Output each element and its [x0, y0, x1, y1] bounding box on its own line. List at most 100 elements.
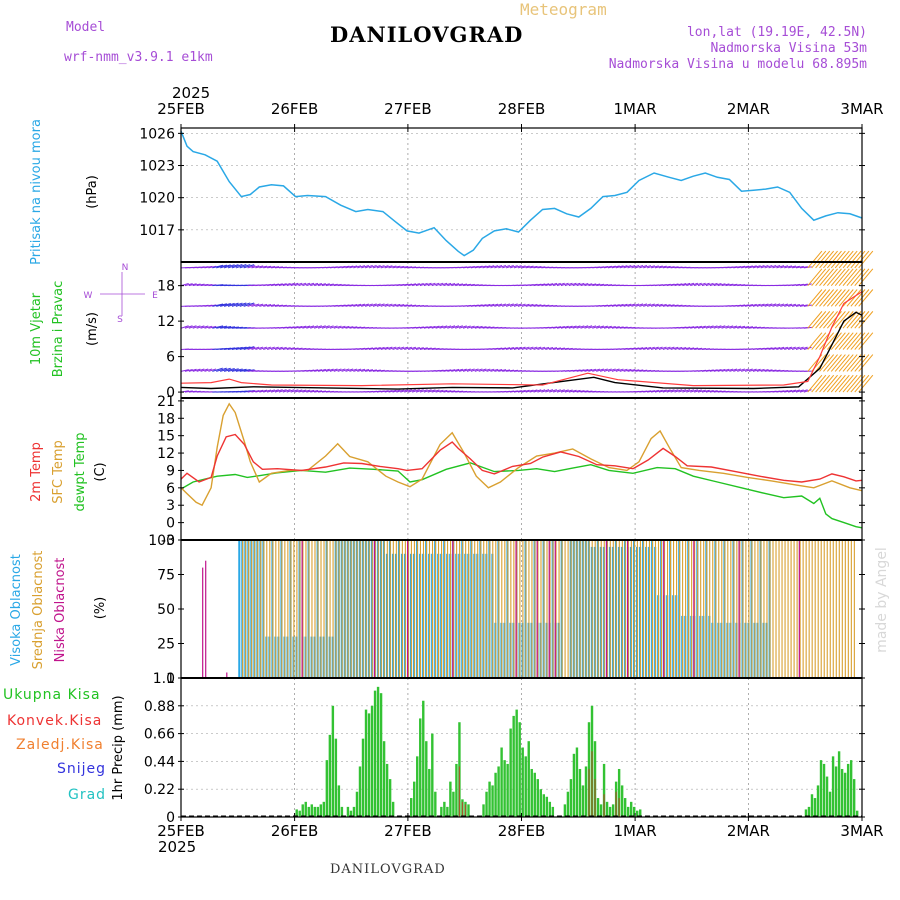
wind-barb	[643, 369, 652, 372]
wind-barb	[552, 389, 561, 393]
wind-barb	[274, 283, 283, 287]
wind-barb	[361, 303, 369, 307]
wind-barb	[400, 346, 409, 350]
precip-convective-bar	[594, 779, 596, 817]
wind-barb	[286, 282, 295, 287]
model-name: wrf-nmm_v3.9.1 e1km	[64, 50, 213, 65]
wind-barb	[627, 303, 636, 307]
wind-barb	[846, 289, 862, 307]
wind-barb	[784, 346, 793, 350]
wind-barb	[623, 303, 632, 307]
wind-barb	[314, 390, 323, 393]
precip-total-bar	[376, 686, 380, 817]
wind-barb	[458, 325, 467, 329]
precip-total-bar	[364, 709, 368, 817]
precip-total-bar	[810, 794, 814, 817]
wind-barb	[306, 389, 315, 393]
wind-barb	[823, 311, 838, 329]
wind-barb	[717, 325, 726, 329]
wind-barb	[294, 282, 303, 287]
wind-barb	[396, 265, 405, 269]
wind-barb	[321, 325, 330, 329]
wind-barb	[474, 265, 483, 269]
wind-barb	[830, 354, 846, 372]
wind-barb	[588, 368, 597, 372]
precip-total-bar	[434, 791, 437, 817]
y-tick-label: 3	[166, 498, 175, 514]
precip-total-bar	[599, 804, 603, 817]
wind-barb	[572, 282, 581, 287]
wind-barb	[768, 264, 777, 269]
precip-total-bar	[340, 806, 344, 817]
precip-convective-bar	[603, 794, 605, 817]
wind-barb	[423, 389, 432, 393]
wind-gust-series	[180, 291, 863, 387]
wind-barb	[251, 346, 260, 350]
wind-barb	[795, 265, 804, 269]
wind-barb	[858, 268, 874, 286]
precip-total-bar	[298, 810, 301, 817]
wind-barb	[310, 325, 319, 329]
wind-barb	[223, 367, 235, 372]
wind-barb	[180, 325, 189, 329]
wind-barb	[615, 368, 624, 372]
precip-total-bar	[584, 766, 588, 817]
precip-total-bar	[611, 804, 615, 817]
wind-barb	[259, 303, 268, 307]
wind-barb	[314, 282, 323, 287]
wind-barb	[204, 325, 213, 329]
wind-barb	[545, 389, 554, 393]
wind-barb	[795, 304, 804, 307]
wind-barb	[329, 325, 338, 329]
wind-barb	[654, 389, 663, 393]
wind-barb	[435, 389, 444, 393]
wind-barb	[243, 264, 255, 269]
wind-barb	[592, 325, 601, 329]
wind-barb	[780, 390, 789, 393]
wind-barb	[447, 325, 456, 329]
wind-barb	[603, 368, 612, 372]
wind-barb	[541, 304, 550, 307]
wind-barb	[525, 265, 534, 269]
wind-barb	[255, 346, 264, 350]
wind-barb	[842, 268, 858, 286]
compass-s: S	[117, 315, 123, 325]
precip-total-bar	[467, 804, 470, 817]
wind-barb	[791, 346, 800, 350]
wind-barb	[212, 367, 223, 372]
time-tick-bottom: 1MAR	[614, 822, 657, 840]
wind-barb	[317, 283, 326, 287]
cloud-unit: (%)	[93, 597, 108, 620]
wind-barb	[513, 390, 522, 393]
wind-barb	[744, 304, 753, 307]
wind-barb	[846, 332, 862, 350]
precip-total-bar	[566, 791, 570, 817]
wind-barb	[826, 311, 842, 329]
wind-label-1: 10m Vjetar	[29, 292, 44, 365]
wind-barb	[627, 264, 636, 269]
legend-freezing-rain: Zaledj.Kisa	[16, 737, 104, 753]
wind-barb	[694, 389, 702, 393]
wind-barb	[470, 284, 479, 287]
precip-total-bar	[816, 785, 820, 817]
wind-barb	[498, 347, 507, 351]
precip-total-bar	[373, 690, 377, 817]
precip-total-bar	[316, 806, 320, 817]
y-tick-label: 0.22	[144, 782, 175, 798]
wind-barb	[596, 325, 605, 329]
wind-barb	[737, 368, 746, 372]
wind-barb	[772, 346, 781, 350]
wind-barb	[803, 389, 812, 393]
wind-barb	[415, 347, 424, 350]
wind-barb	[697, 389, 706, 393]
wind-barb	[733, 325, 742, 329]
wind-barb	[611, 304, 620, 307]
precip-total-bar	[578, 768, 582, 817]
wind-barb	[529, 283, 538, 287]
wind-barb	[263, 283, 272, 287]
wind-barb	[447, 283, 456, 287]
wind-barb	[439, 389, 448, 393]
wind-barb	[697, 282, 706, 287]
wind-barb	[274, 346, 283, 350]
wind-barb	[830, 268, 846, 286]
